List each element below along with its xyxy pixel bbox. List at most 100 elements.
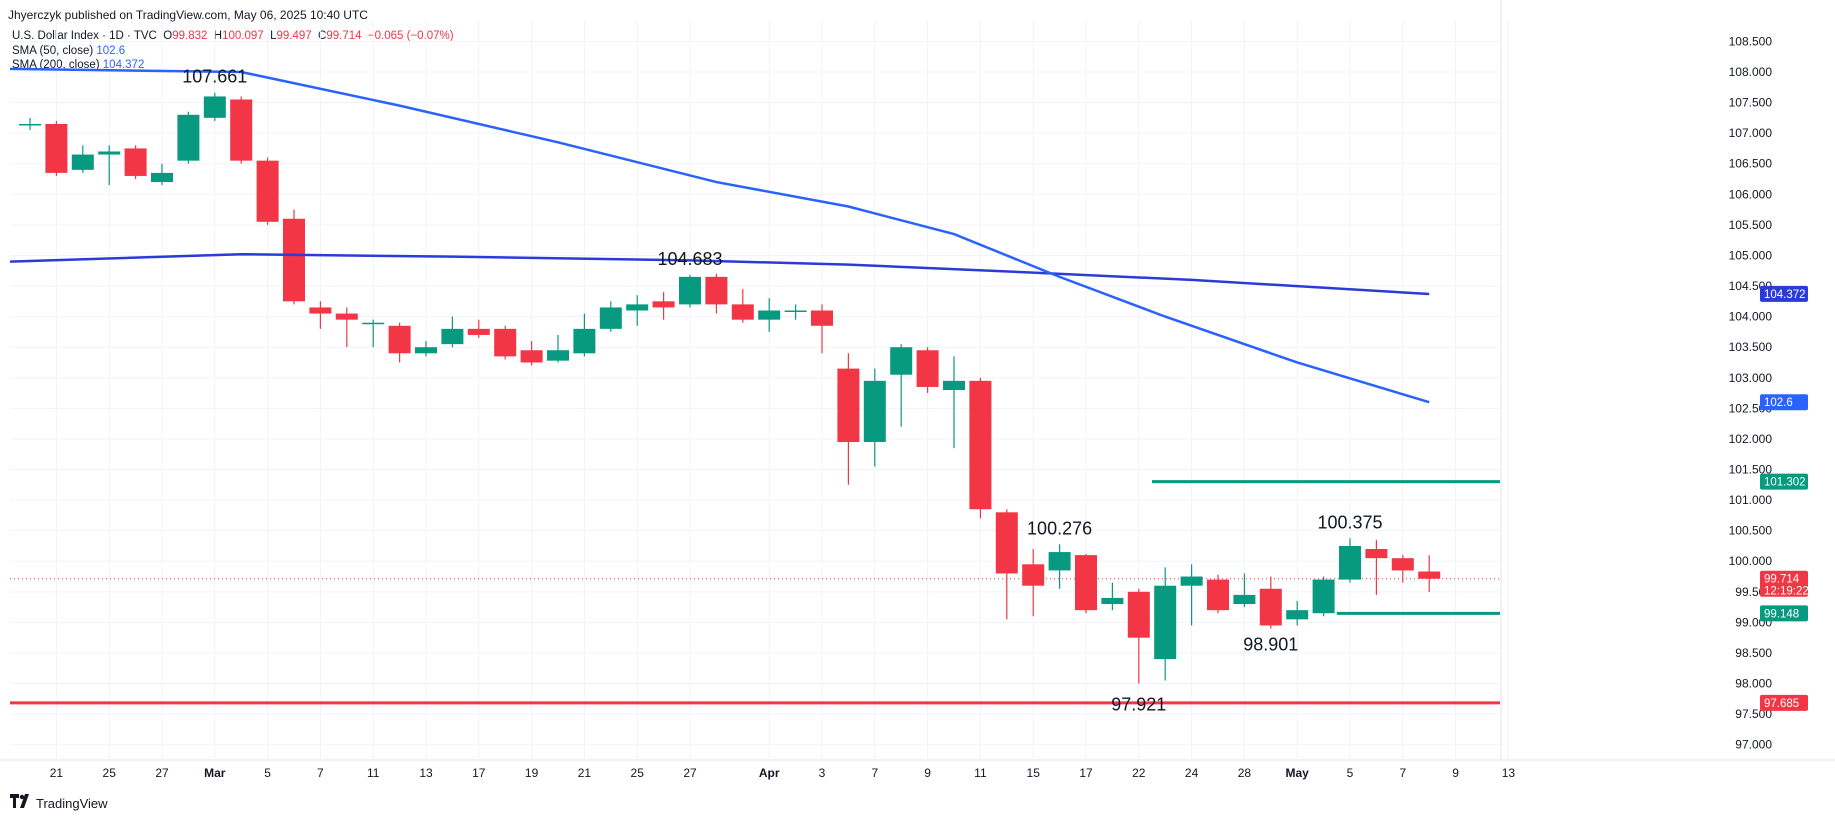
candle-body [19, 123, 41, 126]
horizontal-lines [10, 480, 1500, 705]
x-tick-label: 9 [1452, 766, 1459, 780]
x-tick-label: 3 [819, 766, 826, 780]
x-tick-label: 7 [871, 766, 878, 780]
footer-brand-label: TradingView [36, 795, 108, 811]
x-tick-label: Apr [759, 766, 780, 780]
candle-body [1233, 594, 1256, 605]
candle-body [1154, 585, 1177, 660]
candle-body [652, 301, 675, 308]
x-tick-label: 27 [155, 766, 169, 780]
countdown-label: 12:19:22 [1764, 586, 1809, 598]
candle-body [494, 328, 517, 357]
candle-body [599, 307, 622, 329]
candle-body [547, 350, 569, 361]
candle-body [573, 328, 596, 354]
low-label: L [270, 30, 277, 42]
sma50-value: 102.6 [96, 45, 126, 57]
price-label-bg [1760, 473, 1808, 490]
price-annotation: 100.375 [1317, 512, 1382, 532]
x-tick-label: 17 [1079, 766, 1093, 780]
candle-body [309, 307, 332, 314]
close-label: C [318, 30, 327, 42]
candle-body [1312, 579, 1335, 614]
candle-body [969, 380, 992, 510]
symbol-label[interactable]: U.S. Dollar Index · 1D · TVC [12, 30, 157, 42]
x-tick-label: 11 [367, 766, 380, 780]
candle-body [890, 347, 913, 375]
x-tick-label: 9 [924, 766, 931, 780]
footer-brand[interactable]: TradingView [10, 794, 108, 812]
price-label: 99.148 [1764, 608, 1799, 620]
candles [19, 92, 1441, 684]
y-tick-label: 98.000 [1735, 677, 1772, 691]
y-tick-label: 106.500 [1729, 157, 1773, 171]
sma200-value: 104.372 [102, 59, 145, 71]
price-label: 101.302 [1764, 477, 1806, 489]
y-tick-label: 105.500 [1729, 218, 1773, 232]
ohlc-legend: U.S. Dollar Index · 1D · TVC O99.832 H10… [12, 29, 454, 43]
candle-body [837, 368, 860, 442]
x-tick-label: 21 [50, 766, 64, 780]
y-tick-label: 104.000 [1729, 310, 1773, 324]
sma50-legend[interactable]: SMA (50, close) 102.6 [12, 44, 125, 58]
price-label-bg [1760, 694, 1808, 711]
price-label: 97.685 [1764, 698, 1799, 710]
price-label-bg [1760, 285, 1808, 302]
price-annotation: 104.683 [657, 249, 722, 269]
candle-body [45, 123, 68, 173]
candle-body [1286, 610, 1309, 620]
price-label: 99.714 [1764, 574, 1800, 586]
x-tick-label: 17 [472, 766, 486, 780]
y-tick-label: 101.500 [1729, 463, 1773, 477]
price-label: 102.6 [1764, 397, 1793, 409]
sma50-label: SMA (50, close) [12, 45, 94, 57]
y-tick-label: 105.000 [1729, 248, 1773, 262]
candle-body [863, 380, 886, 442]
x-tick-label: 19 [525, 766, 539, 780]
candle-body [731, 304, 754, 320]
candle-body [1075, 555, 1097, 611]
x-tick-label: May [1286, 766, 1310, 780]
y-tick-label: 108.000 [1729, 65, 1773, 79]
price-label-bg [1760, 605, 1808, 622]
candle-body [1048, 552, 1071, 571]
candle-body [916, 350, 939, 387]
candle-body [811, 310, 833, 326]
candle-body [995, 512, 1018, 574]
sma200-line [9, 252, 1430, 296]
candle-body [203, 96, 226, 118]
x-tick-label: 11 [974, 766, 987, 780]
y-tick-label: 107.000 [1729, 126, 1773, 140]
close-value: 99.714 [326, 30, 362, 42]
y-tick-label: 100.000 [1729, 554, 1773, 568]
x-tick-label: 15 [1027, 766, 1041, 780]
candle-body [230, 99, 253, 161]
x-tick-label: 24 [1185, 766, 1199, 780]
tradingview-logo-icon [10, 794, 32, 812]
change-value: −0.065 (−0.07%) [367, 30, 454, 42]
x-tick-label: 5 [1347, 766, 1354, 780]
y-tick-label: 103.000 [1729, 371, 1773, 385]
candle-body [1207, 579, 1229, 611]
y-tick-label: 101.000 [1729, 493, 1773, 507]
moving-averages [9, 67, 1430, 404]
candle-body [467, 328, 490, 335]
x-tick-label: 21 [578, 766, 592, 780]
price-axis: 108.500 108.000 107.500 107.000 106.500 106.0… [1729, 34, 1773, 751]
candle-body [362, 322, 385, 325]
y-tick-label: 97.000 [1735, 738, 1772, 752]
price-annotation: 97.921 [1111, 694, 1166, 714]
candle-body [177, 114, 200, 161]
y-tick-label: 98.500 [1735, 646, 1772, 660]
y-tick-label: 106.000 [1729, 187, 1773, 201]
candle-body [283, 218, 305, 302]
x-tick-label: 5 [264, 766, 271, 780]
price-annotation: 98.901 [1243, 634, 1298, 654]
candle-body [1418, 571, 1441, 579]
open-value: 99.832 [172, 30, 208, 42]
candle-body [679, 276, 701, 305]
candle-body [1391, 558, 1414, 571]
x-tick-label: Mar [204, 766, 226, 780]
candle-body [1022, 564, 1045, 586]
